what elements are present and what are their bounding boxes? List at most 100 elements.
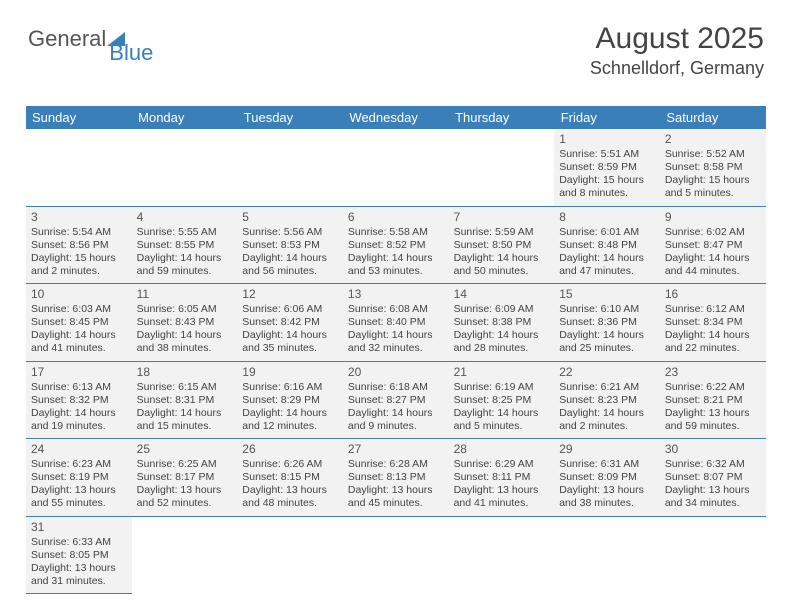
calendar-day: 9Sunrise: 6:02 AMSunset: 8:47 PMDaylight… <box>660 206 766 284</box>
sunset-line: Sunset: 8:15 PM <box>242 471 338 484</box>
calendar-day: 8Sunrise: 6:01 AMSunset: 8:48 PMDaylight… <box>554 206 660 284</box>
sunrise-line: Sunrise: 6:18 AM <box>348 381 444 394</box>
logo-text-1: General <box>28 26 106 52</box>
daylight-line: Daylight: 13 hours and 41 minutes. <box>454 484 550 510</box>
day-number: 9 <box>665 210 761 225</box>
day-number: 10 <box>31 287 127 302</box>
sunset-line: Sunset: 8:29 PM <box>242 394 338 407</box>
daylight-line: Daylight: 13 hours and 59 minutes. <box>665 407 761 433</box>
day-number: 4 <box>137 210 233 225</box>
sunset-line: Sunset: 8:27 PM <box>348 394 444 407</box>
calendar-day: 25Sunrise: 6:25 AMSunset: 8:17 PMDayligh… <box>132 439 238 517</box>
sunset-line: Sunset: 8:31 PM <box>137 394 233 407</box>
sunrise-line: Sunrise: 6:15 AM <box>137 381 233 394</box>
day-number: 1 <box>559 132 655 147</box>
day-number: 18 <box>137 365 233 380</box>
calendar-day: 23Sunrise: 6:22 AMSunset: 8:21 PMDayligh… <box>660 361 766 439</box>
weekday-header: Friday <box>554 106 660 129</box>
calendar-table: SundayMondayTuesdayWednesdayThursdayFrid… <box>26 106 766 594</box>
sunset-line: Sunset: 8:59 PM <box>559 161 655 174</box>
daylight-line: Daylight: 14 hours and 15 minutes. <box>137 407 233 433</box>
day-number: 27 <box>348 442 444 457</box>
sunset-line: Sunset: 8:11 PM <box>454 471 550 484</box>
sunrise-line: Sunrise: 5:55 AM <box>137 226 233 239</box>
sunset-line: Sunset: 8:07 PM <box>665 471 761 484</box>
sunrise-line: Sunrise: 6:05 AM <box>137 303 233 316</box>
day-number: 23 <box>665 365 761 380</box>
calendar-day: 15Sunrise: 6:10 AMSunset: 8:36 PMDayligh… <box>554 284 660 362</box>
sunset-line: Sunset: 8:13 PM <box>348 471 444 484</box>
daylight-line: Daylight: 15 hours and 5 minutes. <box>665 174 761 200</box>
calendar-empty <box>343 516 449 594</box>
calendar-day: 3Sunrise: 5:54 AMSunset: 8:56 PMDaylight… <box>26 206 132 284</box>
day-number: 2 <box>665 132 761 147</box>
sunset-line: Sunset: 8:50 PM <box>454 239 550 252</box>
sunrise-line: Sunrise: 6:32 AM <box>665 458 761 471</box>
calendar-day: 22Sunrise: 6:21 AMSunset: 8:23 PMDayligh… <box>554 361 660 439</box>
sunrise-line: Sunrise: 6:33 AM <box>31 536 127 549</box>
weekday-header: Saturday <box>660 106 766 129</box>
calendar-day: 27Sunrise: 6:28 AMSunset: 8:13 PMDayligh… <box>343 439 449 517</box>
calendar-row: 10Sunrise: 6:03 AMSunset: 8:45 PM Dayligh… <box>26 284 766 362</box>
sunset-line: Sunset: 8:34 PM <box>665 316 761 329</box>
daylight-line: Daylight: 14 hours and 50 minutes. <box>454 252 550 278</box>
day-number: 14 <box>454 287 550 302</box>
sunrise-line: Sunrise: 6:10 AM <box>559 303 655 316</box>
sunrise-line: Sunrise: 5:52 AM <box>665 148 761 161</box>
day-number: 26 <box>242 442 338 457</box>
sunset-line: Sunset: 8:32 PM <box>31 394 127 407</box>
day-number: 11 <box>137 287 233 302</box>
sunset-line: Sunset: 8:36 PM <box>559 316 655 329</box>
calendar-empty <box>343 129 449 206</box>
sunrise-line: Sunrise: 6:23 AM <box>31 458 127 471</box>
sunrise-line: Sunrise: 6:03 AM <box>31 303 127 316</box>
calendar-day: 14Sunrise: 6:09 AMSunset: 8:38 PMDayligh… <box>449 284 555 362</box>
weekday-header: Thursday <box>449 106 555 129</box>
sunrise-line: Sunrise: 6:28 AM <box>348 458 444 471</box>
daylight-line: Daylight: 14 hours and 22 minutes. <box>665 329 761 355</box>
sunset-line: Sunset: 8:05 PM <box>31 549 127 562</box>
daylight-line: Daylight: 13 hours and 52 minutes. <box>137 484 233 510</box>
location: Schnelldorf, Germany <box>590 58 764 79</box>
day-number: 20 <box>348 365 444 380</box>
sunset-line: Sunset: 8:45 PM <box>31 316 127 329</box>
calendar-empty <box>660 516 766 594</box>
sunset-line: Sunset: 8:55 PM <box>137 239 233 252</box>
day-number: 29 <box>559 442 655 457</box>
logo: General Blue <box>28 26 153 52</box>
calendar-day: 18Sunrise: 6:15 AMSunset: 8:31 PMDayligh… <box>132 361 238 439</box>
sunrise-line: Sunrise: 6:19 AM <box>454 381 550 394</box>
calendar-day: 13Sunrise: 6:08 AMSunset: 8:40 PMDayligh… <box>343 284 449 362</box>
sunrise-line: Sunrise: 6:22 AM <box>665 381 761 394</box>
sunset-line: Sunset: 8:23 PM <box>559 394 655 407</box>
day-number: 5 <box>242 210 338 225</box>
calendar-day: 26Sunrise: 6:26 AMSunset: 8:15 PMDayligh… <box>237 439 343 517</box>
daylight-line: Daylight: 15 hours and 2 minutes. <box>31 252 127 278</box>
sunrise-line: Sunrise: 6:08 AM <box>348 303 444 316</box>
sunset-line: Sunset: 8:52 PM <box>348 239 444 252</box>
day-number: 6 <box>348 210 444 225</box>
sunrise-line: Sunrise: 6:29 AM <box>454 458 550 471</box>
daylight-line: Daylight: 15 hours and 8 minutes. <box>559 174 655 200</box>
day-number: 3 <box>31 210 127 225</box>
calendar-day: 6Sunrise: 5:58 AMSunset: 8:52 PMDaylight… <box>343 206 449 284</box>
weekday-header: Sunday <box>26 106 132 129</box>
day-number: 16 <box>665 287 761 302</box>
daylight-line: Daylight: 13 hours and 45 minutes. <box>348 484 444 510</box>
daylight-line: Daylight: 13 hours and 31 minutes. <box>31 562 127 588</box>
calendar-day: 1Sunrise: 5:51 AMSunset: 8:59 PMDaylight… <box>554 129 660 206</box>
daylight-line: Daylight: 13 hours and 34 minutes. <box>665 484 761 510</box>
day-number: 30 <box>665 442 761 457</box>
day-number: 31 <box>31 520 127 535</box>
daylight-line: Daylight: 14 hours and 9 minutes. <box>348 407 444 433</box>
day-number: 19 <box>242 365 338 380</box>
daylight-line: Daylight: 13 hours and 48 minutes. <box>242 484 338 510</box>
sunset-line: Sunset: 8:48 PM <box>559 239 655 252</box>
calendar-day: 20Sunrise: 6:18 AMSunset: 8:27 PMDayligh… <box>343 361 449 439</box>
weekday-header: Monday <box>132 106 238 129</box>
sunrise-line: Sunrise: 6:13 AM <box>31 381 127 394</box>
calendar-row: 17Sunrise: 6:13 AMSunset: 8:32 PMDayligh… <box>26 361 766 439</box>
calendar-empty <box>554 516 660 594</box>
weekday-header: Tuesday <box>237 106 343 129</box>
title-block: August 2025 Schnelldorf, Germany <box>590 22 764 79</box>
